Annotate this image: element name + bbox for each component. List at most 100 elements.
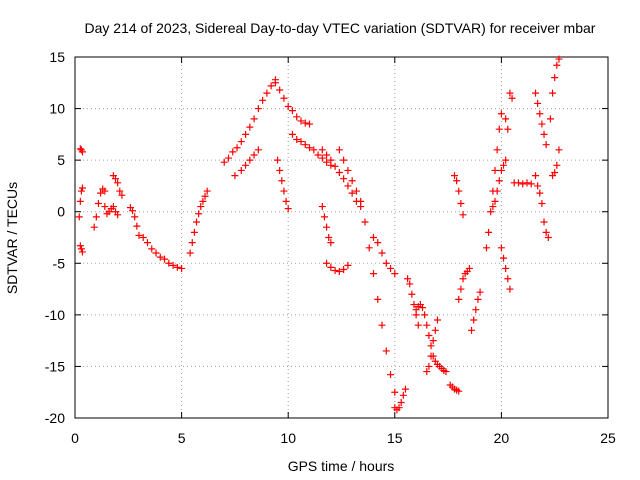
data-point — [246, 123, 254, 131]
data-point — [429, 337, 437, 345]
series-arc-m — [318, 146, 365, 211]
data-point — [540, 218, 548, 226]
data-point — [242, 161, 250, 169]
data-point — [489, 203, 497, 211]
data-point — [425, 331, 433, 339]
data-point — [555, 55, 563, 63]
x-tick-label: 10 — [280, 430, 296, 446]
data-point — [348, 177, 356, 185]
series-arc-ac — [502, 89, 516, 133]
data-point — [470, 316, 478, 324]
data-point — [90, 223, 98, 231]
data-point — [165, 259, 173, 267]
data-point — [497, 110, 505, 118]
data-point — [423, 368, 431, 376]
data-point — [519, 180, 527, 188]
data-point — [502, 264, 510, 272]
series-arc-af — [532, 172, 546, 207]
data-point — [487, 208, 495, 216]
data-point — [421, 311, 429, 319]
data-point — [427, 352, 435, 360]
data-point — [156, 253, 164, 261]
data-point — [455, 187, 463, 195]
y-tick-label: -10 — [45, 307, 65, 323]
data-point — [500, 254, 508, 262]
series-arc-ae — [532, 89, 550, 149]
data-point — [352, 187, 360, 195]
data-point — [502, 115, 510, 123]
data-point — [282, 197, 290, 205]
data-point — [254, 105, 262, 113]
data-point — [148, 245, 156, 253]
series-arc-ai — [549, 146, 563, 180]
data-point — [318, 146, 326, 154]
data-point — [410, 301, 418, 309]
data-point — [133, 222, 141, 230]
data-point — [310, 146, 318, 154]
data-point — [544, 234, 552, 241]
x-tick-label: 5 — [178, 430, 186, 446]
grid — [75, 57, 608, 418]
data-point — [536, 110, 544, 118]
data-point — [114, 211, 122, 219]
series-arc-ah — [546, 55, 563, 123]
data-point — [288, 107, 296, 115]
data-point — [369, 234, 377, 241]
y-tick-label: -5 — [53, 255, 66, 271]
y-tick-label: 15 — [49, 49, 65, 65]
data-point — [267, 82, 275, 90]
data-point — [514, 179, 522, 187]
series-arc-k — [274, 156, 292, 213]
data-point — [173, 263, 181, 271]
y-tick-label: 5 — [57, 152, 65, 168]
data-point — [301, 119, 309, 127]
data-point — [293, 136, 301, 144]
data-point — [538, 120, 546, 128]
data-point — [229, 148, 237, 156]
data-point — [431, 326, 439, 334]
data-point — [382, 259, 390, 267]
data-point — [199, 197, 207, 205]
data-point — [197, 203, 205, 211]
data-point — [493, 187, 501, 195]
data-point — [114, 179, 122, 187]
data-point — [399, 391, 407, 399]
data-point — [414, 321, 422, 329]
series-arc-u — [423, 316, 441, 376]
data-point — [129, 207, 137, 215]
series-arc-g — [186, 187, 211, 257]
data-point — [472, 306, 480, 314]
data-point — [327, 156, 335, 164]
data-points — [75, 55, 563, 414]
data-point — [293, 113, 301, 121]
data-point — [323, 158, 331, 166]
data-point — [323, 223, 331, 231]
data-point — [77, 245, 85, 253]
data-point — [340, 175, 348, 183]
data-point — [78, 148, 86, 156]
data-point — [427, 342, 435, 350]
x-tick-label: 20 — [494, 430, 510, 446]
series-arc-e — [126, 204, 143, 239]
data-point — [237, 138, 245, 146]
data-point — [425, 362, 433, 370]
data-point — [459, 211, 467, 219]
data-point — [78, 248, 86, 256]
series-arc-c — [109, 172, 126, 199]
data-point — [468, 326, 476, 334]
data-point — [297, 138, 305, 146]
data-point — [369, 270, 377, 278]
data-point — [433, 316, 441, 324]
data-point — [459, 275, 467, 283]
data-point — [553, 61, 561, 69]
data-point — [188, 239, 196, 247]
data-point — [532, 172, 540, 180]
data-point — [485, 228, 493, 236]
data-point — [284, 103, 292, 111]
data-point — [92, 213, 100, 221]
data-point — [457, 285, 465, 293]
data-point — [280, 94, 288, 102]
data-point — [259, 96, 267, 104]
data-point — [169, 261, 177, 269]
series-arc-a — [90, 185, 109, 231]
